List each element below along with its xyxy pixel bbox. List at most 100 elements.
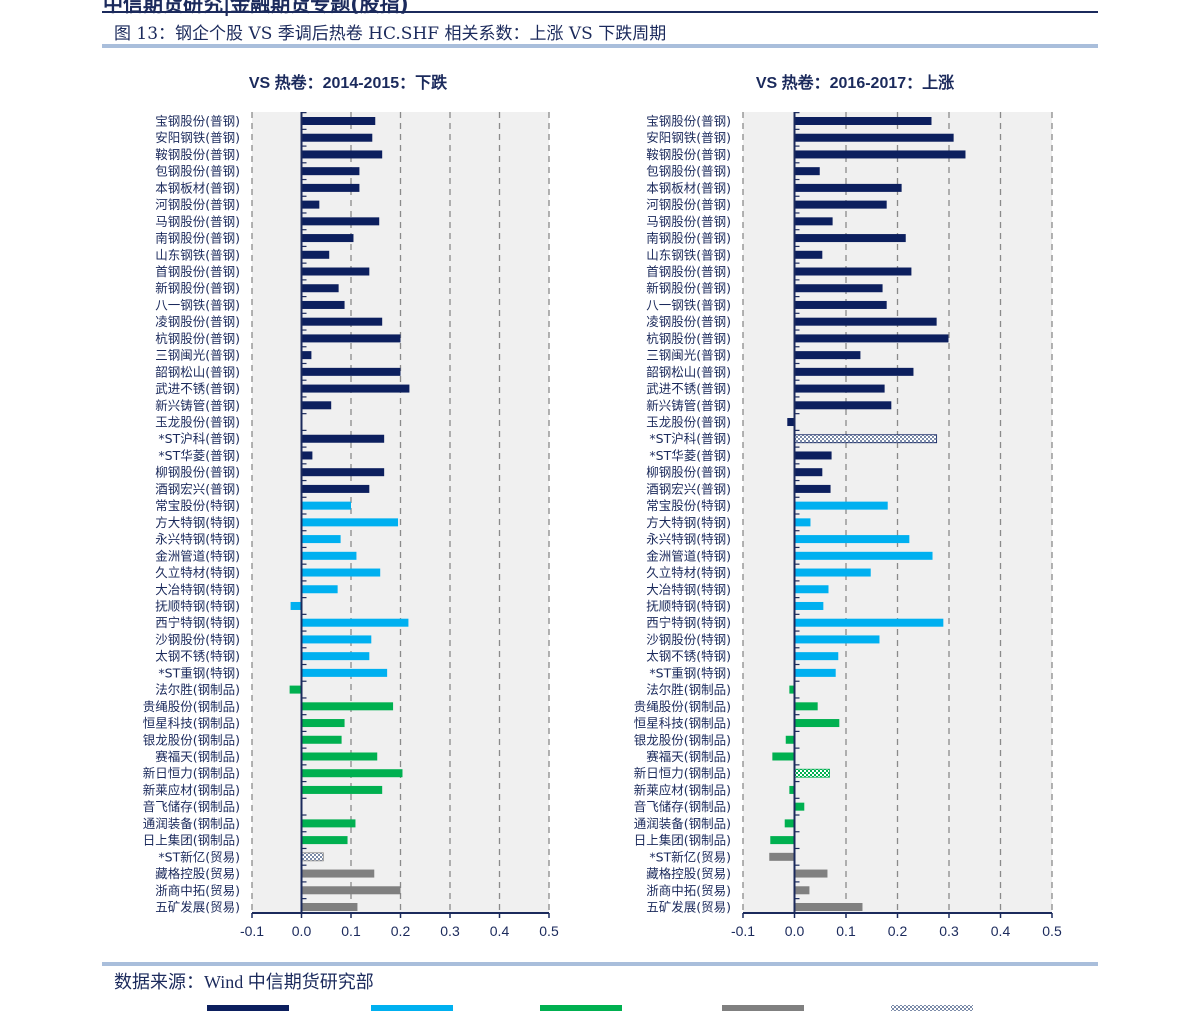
category-label: 沙钢股份(特钢) [155,632,240,647]
category-label: 恒星科技(钢制品) [143,716,240,731]
category-label: 首钢股份(普钢) [646,264,731,279]
bar [784,819,795,828]
bar [301,451,313,460]
bar [289,685,302,694]
bar [787,418,795,427]
category-label: 马钢股份(普钢) [646,214,731,229]
category-label: *ST沪科(普钢) [158,431,240,446]
category-label: 抚顺特钢(特钢) [646,598,731,613]
category-label: 日上集团(钢制品) [143,833,240,848]
category-label: 韶钢松山(普钢) [155,364,240,379]
bar [301,551,357,560]
category-label: 银龙股份(钢制品) [143,732,240,747]
bar [794,886,810,895]
bar [301,869,375,878]
category-label: 银龙股份(钢制品) [634,732,731,747]
category-label: 金洲管道(特钢) [155,548,240,563]
x-tick-label: 0.2 [888,923,908,939]
category-label: 音飞储存(钢制品) [143,799,240,814]
bar [301,501,351,510]
category-label: 安阳钢铁(普钢) [155,130,240,145]
category-label: 赛福天(钢制品) [646,749,731,764]
bar [789,785,795,794]
bar [794,200,887,209]
bar [301,535,341,544]
category-label: 太钢不锈(特钢) [646,649,731,664]
bar [794,300,887,309]
bar [794,668,836,677]
source-band [102,962,1098,966]
category-label: *ST华菱(普钢) [649,448,731,463]
bar [794,367,914,376]
bar [794,635,880,644]
category-label: 韶钢松山(普钢) [646,364,731,379]
category-label: *ST华菱(普钢) [158,448,240,463]
bar [301,133,373,142]
bar [301,769,403,778]
category-label: 鞍钢股份(普钢) [646,147,731,162]
bar [794,451,832,460]
category-label: 法尔胜(钢制品) [646,682,731,697]
category-label: 西宁特钢(特钢) [155,615,240,630]
category-label: 永兴特钢(特钢) [155,532,240,547]
bar [301,484,370,493]
category-label: *ST重钢(特钢) [158,665,240,680]
category-label: 法尔胜(钢制品) [155,682,240,697]
category-label: 八一钢铁(普钢) [155,297,240,312]
bar [301,167,360,176]
category-label: 藏格控股(贸易) [646,866,731,881]
bar [301,752,378,761]
category-label: *ST新亿(贸易) [158,849,240,864]
bar [794,568,871,577]
bar [794,903,863,911]
category-label: 方大特钢(特钢) [155,515,240,530]
bar [794,351,861,360]
category-label: 浙商中拓(贸易) [155,883,240,898]
category-label: 新莱应材(钢制品) [143,782,240,797]
bar [794,802,805,811]
category-label: 河钢股份(普钢) [155,197,240,212]
bar [794,117,932,125]
category-label: 山东钢铁(普钢) [646,247,731,262]
category-label: 新钢股份(普钢) [155,281,240,296]
category-label: 河钢股份(普钢) [646,197,731,212]
bar [794,384,885,393]
category-label: 南钢股份(普钢) [155,231,240,246]
category-label: 凌钢股份(普钢) [155,314,240,329]
x-tick-label: -0.1 [731,923,755,939]
chart-2: -0.1 0.0 0.1 0.2 0.3 0.4 0.5 VS 热卷：2016-2017：上涨… [634,73,1062,939]
x-tick-label: 0.4 [490,923,510,939]
bar [794,250,823,259]
category-label: 武进不锈(普钢) [646,381,731,396]
bar [301,668,388,677]
category-label: 久立特材(特钢) [155,565,240,580]
bar [794,585,829,594]
bar [301,618,409,627]
category-label: 首钢股份(普钢) [155,264,240,279]
bar [794,551,933,560]
bar [794,334,949,343]
x-tick-label: 0.1 [836,923,856,939]
bar [301,334,401,343]
bar [770,836,795,845]
bar [301,117,376,125]
legend-swatch [722,1005,804,1011]
bar [794,133,954,142]
x-tick-label: 0.1 [341,923,361,939]
category-label: 永兴特钢(特钢) [646,532,731,547]
category-label: 安阳钢铁(普钢) [646,130,731,145]
category-label: 新日恒力(钢制品) [143,766,240,781]
category-label: *ST新亿(贸易) [649,849,731,864]
category-label: 杭钢股份(普钢) [646,331,731,346]
category-label: 马钢股份(普钢) [155,214,240,229]
category-label: 通润装备(钢制品) [634,816,731,831]
legend-swatch [891,1005,973,1011]
bar [772,752,795,761]
x-tick-label: 0.3 [440,923,460,939]
bar [794,869,828,878]
category-label: 新钢股份(普钢) [646,281,731,296]
bar [794,652,839,661]
category-label: 贵绳股份(钢制品) [634,699,731,714]
category-label: 久立特材(特钢) [646,565,731,580]
category-label: 柳钢股份(普钢) [646,465,731,480]
